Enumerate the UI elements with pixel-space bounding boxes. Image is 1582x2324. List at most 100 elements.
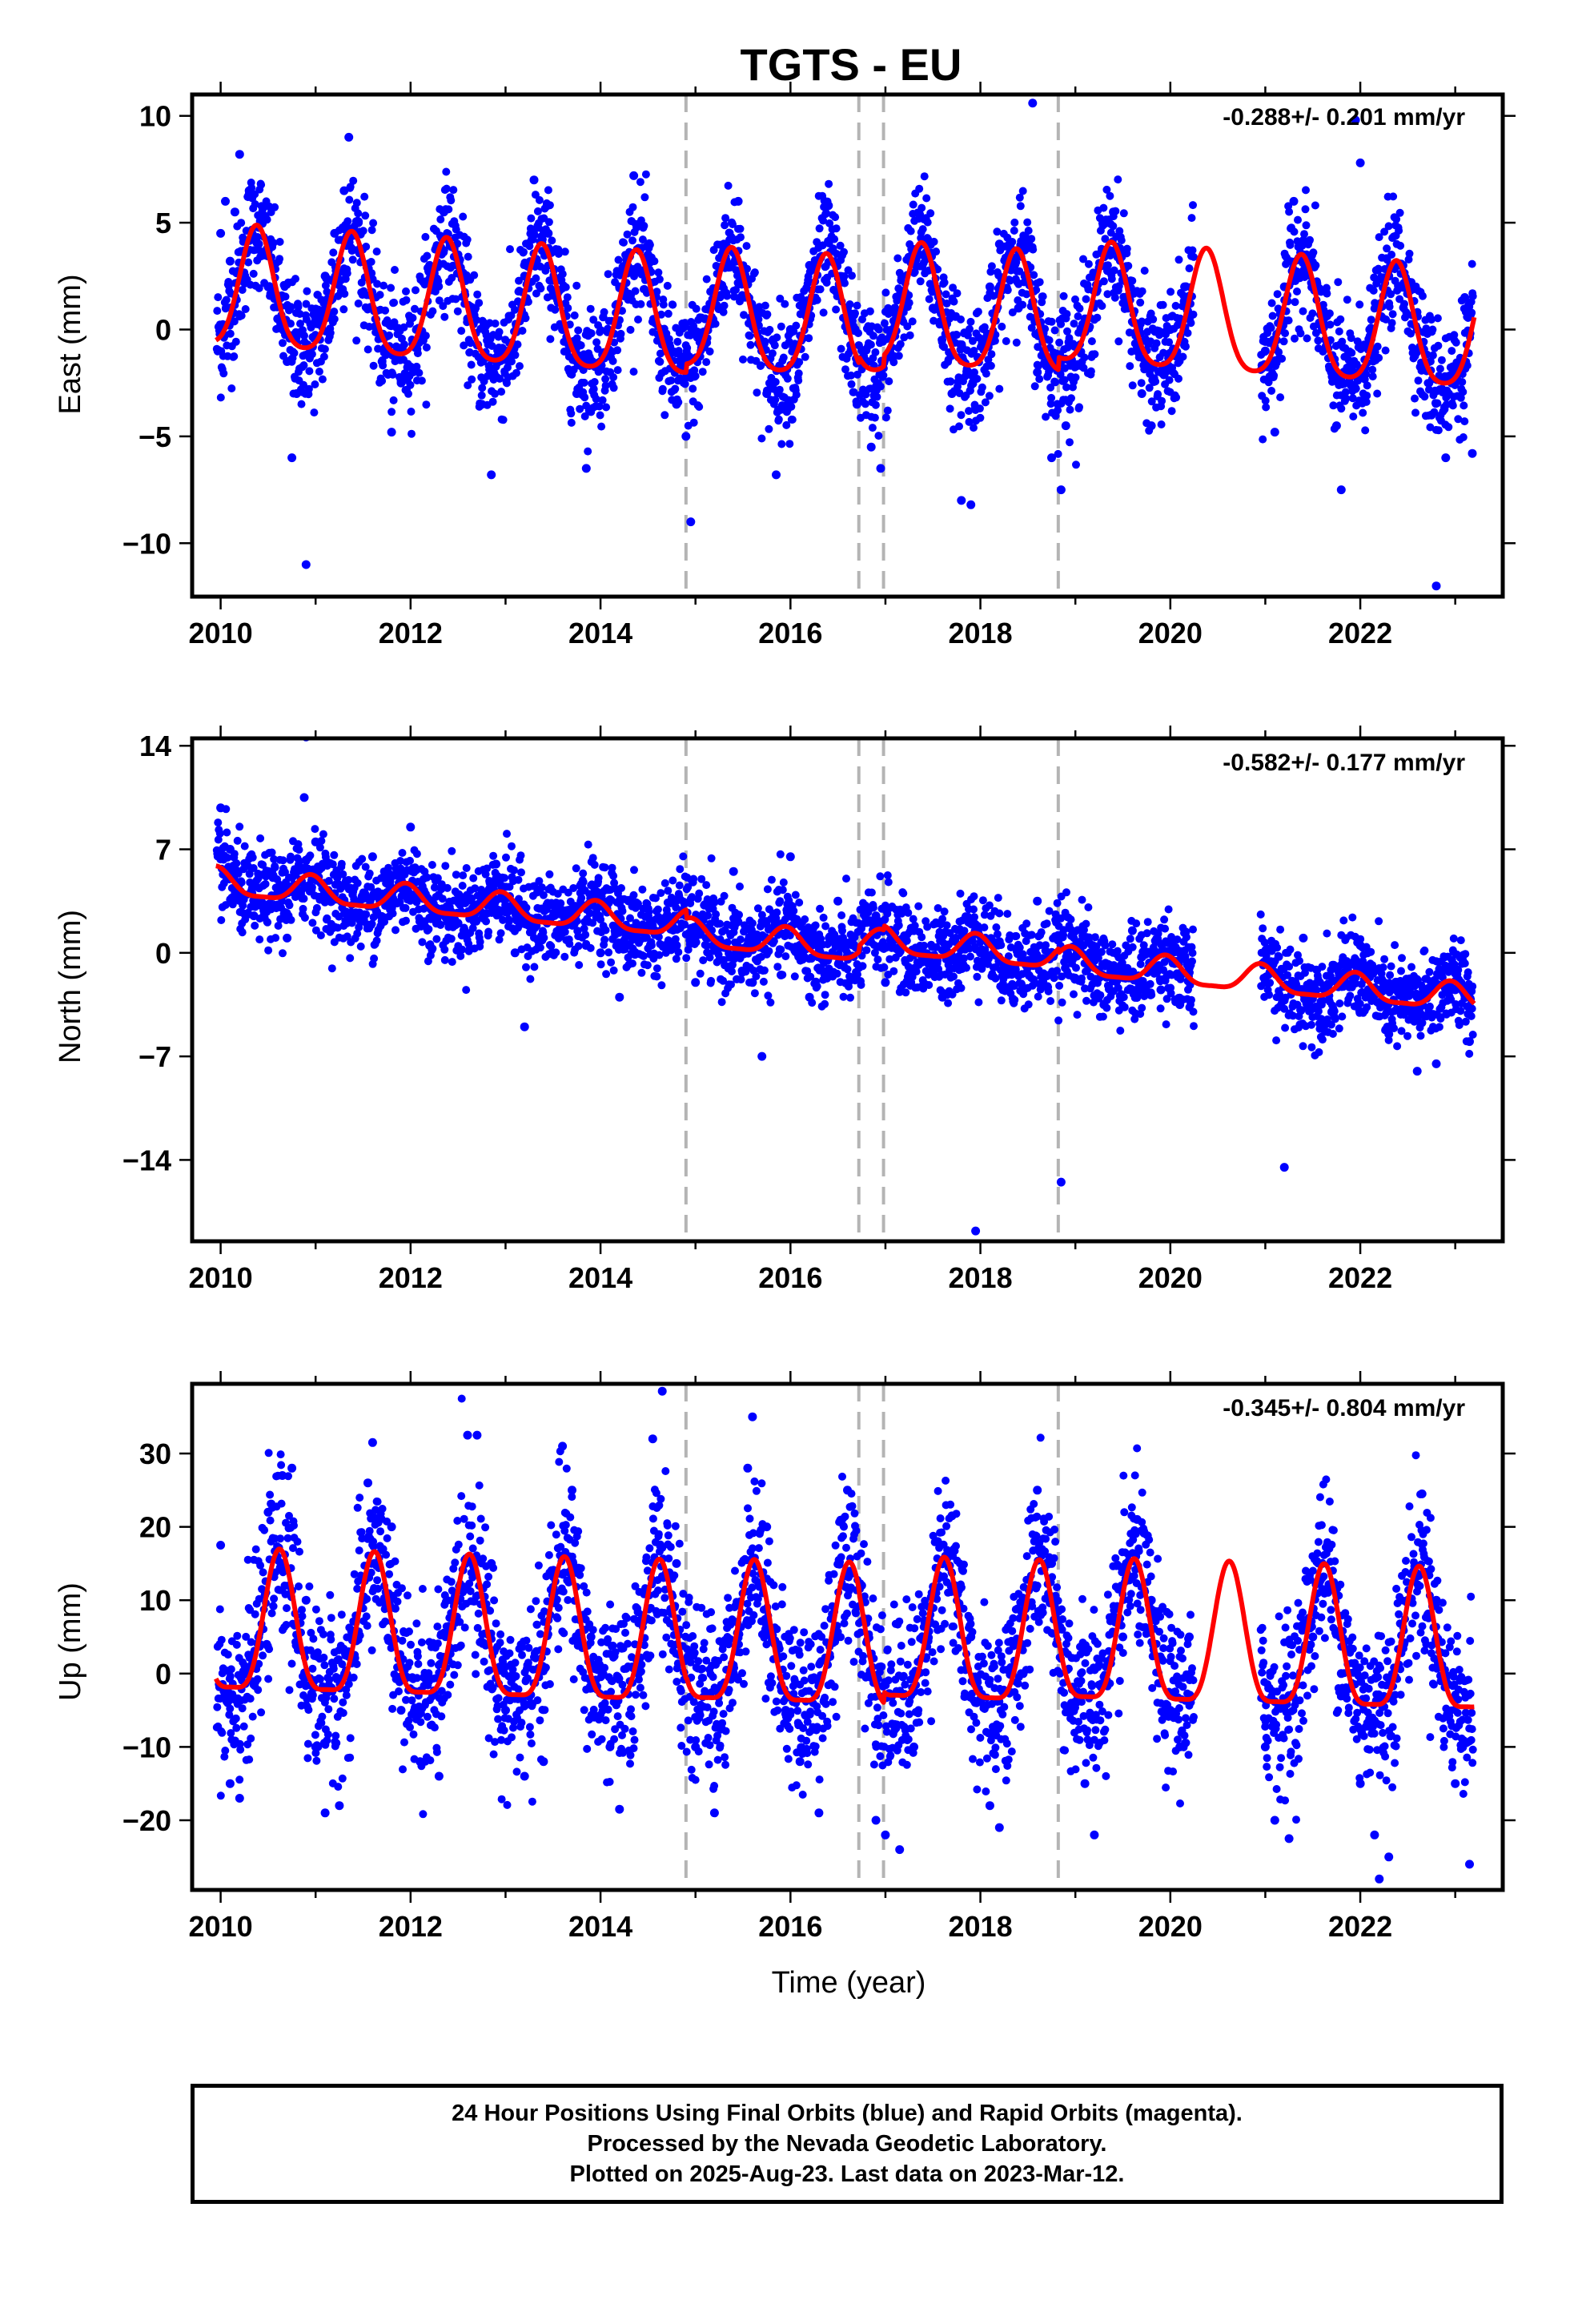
east-data-point (388, 370, 397, 379)
east-data-point (352, 336, 361, 345)
east-data-point (1012, 338, 1021, 347)
east-data-point (468, 375, 476, 384)
east-data-point (858, 315, 866, 324)
east-data-point (785, 325, 795, 334)
north-data-point (901, 988, 910, 997)
north-data-point (600, 935, 609, 944)
east-data-point (922, 194, 931, 203)
east-data-point (1384, 222, 1393, 231)
east-data-point (275, 238, 284, 246)
north-data-point (327, 964, 336, 973)
east-data-point (873, 392, 881, 401)
east-data-point (330, 308, 339, 316)
east-data-point (702, 275, 711, 283)
east-data-point (1396, 241, 1405, 250)
east-data-point (592, 395, 600, 404)
east-data-point (1441, 453, 1451, 463)
east-data-point (628, 236, 636, 245)
east-data-point (435, 282, 444, 291)
north-data-point (271, 934, 280, 943)
east-data-point (1323, 289, 1331, 298)
north-data-point (251, 921, 259, 930)
north-data-point (503, 830, 511, 838)
east-data-point (1267, 324, 1275, 332)
east-data-point (1368, 372, 1377, 381)
east-data-point (589, 384, 598, 393)
north-data-point (676, 865, 685, 874)
east-data-point (508, 357, 516, 366)
east-data-point (903, 322, 912, 331)
east-data-point (740, 311, 748, 320)
east-data-point (352, 199, 361, 207)
east-data-point (1075, 304, 1084, 313)
east-data-point (773, 333, 781, 342)
east-data-point (1047, 317, 1056, 326)
east-data-point (641, 170, 650, 179)
east-data-point (406, 380, 415, 389)
east-data-point (889, 358, 898, 367)
east-data-point (497, 388, 506, 396)
east-data-point (506, 245, 514, 254)
north-data-point (469, 874, 478, 883)
east-data-point (761, 301, 769, 310)
east-data-point (1363, 392, 1371, 400)
north-data-point (279, 856, 287, 865)
east-data-point (488, 342, 496, 350)
east-data-point (1038, 292, 1047, 301)
east-data-point (1270, 428, 1279, 437)
north-data-point (652, 964, 661, 973)
east-data-point (629, 368, 638, 376)
north-data-point (764, 991, 773, 1000)
east-data-point (1342, 394, 1351, 403)
east-data-point (385, 331, 394, 340)
east-data-point (1029, 245, 1038, 254)
east-data-point (216, 228, 226, 238)
north-data-point (361, 862, 370, 871)
east-data-point (1459, 388, 1468, 396)
north-data-point (838, 927, 846, 935)
east-data-point (406, 314, 416, 324)
north-data-point (813, 982, 821, 991)
north-data-point (372, 936, 381, 945)
east-data-point (367, 269, 376, 278)
east-data-point (1167, 407, 1176, 416)
north-data-point (608, 863, 616, 872)
east-data-point (1030, 382, 1039, 391)
north-data-point (428, 861, 436, 869)
east-data-point (871, 348, 880, 356)
north-plot-area (212, 738, 1477, 1241)
north-data-point (536, 943, 544, 952)
east-data-point (237, 312, 246, 320)
east-data-point (1293, 287, 1301, 296)
east-data-point (592, 338, 601, 347)
east-data-point (771, 396, 780, 404)
east-data-point (661, 411, 669, 420)
north-data-point (287, 852, 295, 861)
east-data-point (439, 207, 448, 217)
east-data-point (1452, 338, 1460, 347)
east-data-point (467, 360, 476, 369)
north-data-point (821, 922, 830, 931)
east-data-point (1419, 292, 1427, 300)
east-data-point (1459, 433, 1468, 441)
east-data-point (453, 307, 462, 316)
north-data-point (695, 889, 704, 898)
east-data-point (1185, 264, 1194, 273)
east-data-point (868, 424, 877, 432)
east-data-point (1411, 408, 1419, 417)
east-data-point (1336, 485, 1346, 495)
east-data-point (257, 180, 266, 189)
north-data-point (819, 913, 828, 922)
east-data-point (527, 214, 536, 223)
east-data-point (513, 340, 522, 349)
east-data-point (362, 243, 371, 251)
east-data-point (1300, 230, 1308, 239)
east-data-point (909, 200, 917, 209)
east-data-point (1414, 376, 1423, 385)
east-data-point (640, 222, 648, 230)
north-data-point (223, 828, 231, 837)
east-data-point (222, 296, 231, 304)
east-data-point (848, 271, 856, 280)
east-data-point (733, 196, 743, 206)
east-data-point (279, 339, 287, 348)
